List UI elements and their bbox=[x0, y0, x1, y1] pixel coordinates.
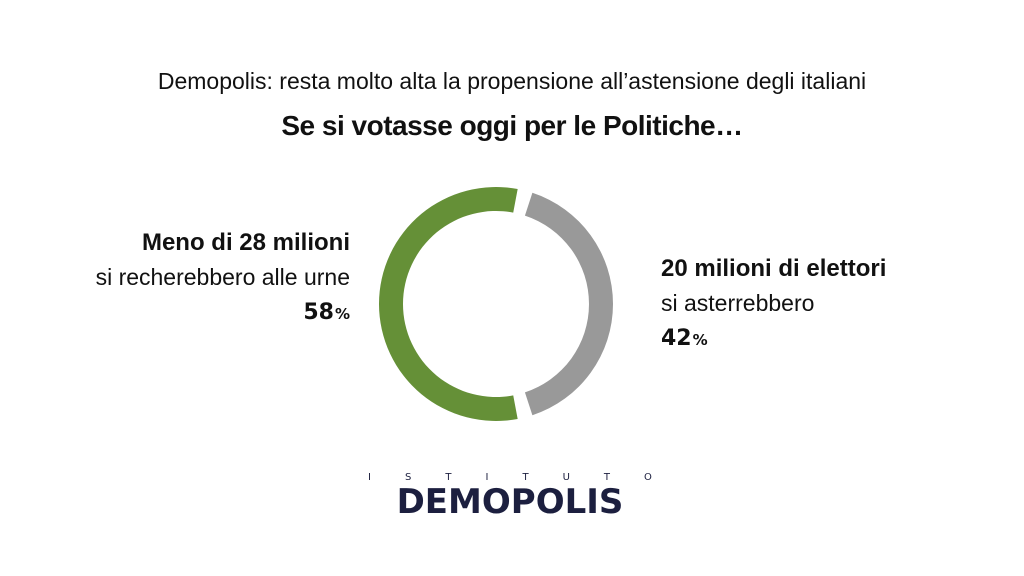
logo-letter: S bbox=[404, 472, 412, 483]
abstainers-headline: 20 milioni di elettori bbox=[661, 255, 887, 282]
demopolis-logo: I S T I T U T O DEMOPOLIS bbox=[366, 472, 654, 522]
logo-demopolis: DEMOPOLIS bbox=[366, 482, 654, 522]
logo-istituto: I S T I T U T O bbox=[366, 472, 654, 483]
logo-letter: O bbox=[644, 472, 652, 483]
donut-slice-voters bbox=[379, 187, 518, 421]
voters-headline: Meno di 28 milioni bbox=[141, 229, 350, 256]
logo-letter: T bbox=[445, 472, 452, 483]
voters-text: si recherebbero alle urne bbox=[95, 264, 350, 290]
abstainers-text: si asterrebbero bbox=[661, 290, 815, 316]
logo-letter: I bbox=[485, 472, 489, 483]
voters-unit: % bbox=[334, 305, 350, 323]
chart-subtitle: Demopolis: resta molto alta la propensio… bbox=[157, 68, 867, 94]
logo-letter: T bbox=[603, 472, 611, 483]
logo-text-a: DEM bbox=[396, 482, 482, 522]
logo-text-o: O bbox=[473, 482, 514, 522]
logo-letter: I bbox=[368, 472, 371, 483]
voters-value: 58 bbox=[303, 300, 334, 325]
abstainers-unit: % bbox=[692, 331, 708, 349]
donut-slice-abstainers bbox=[524, 192, 613, 416]
voters-label-block: Meno di 28 milioni si recherebbero alle … bbox=[96, 226, 350, 333]
voters-percentage: 58% bbox=[96, 294, 350, 333]
logo-text-b: POLIS bbox=[510, 482, 624, 522]
donut-chart bbox=[379, 187, 613, 421]
logo-letter: T bbox=[522, 472, 529, 483]
abstainers-label-block: 20 milioni di elettori si asterrebbero 4… bbox=[661, 252, 886, 359]
abstainers-percentage: 42% bbox=[661, 320, 886, 359]
abstainers-value: 42 bbox=[661, 326, 692, 351]
chart-title: Se si votasse oggi per le Politiche… bbox=[281, 110, 743, 141]
logo-letter: U bbox=[562, 472, 570, 483]
